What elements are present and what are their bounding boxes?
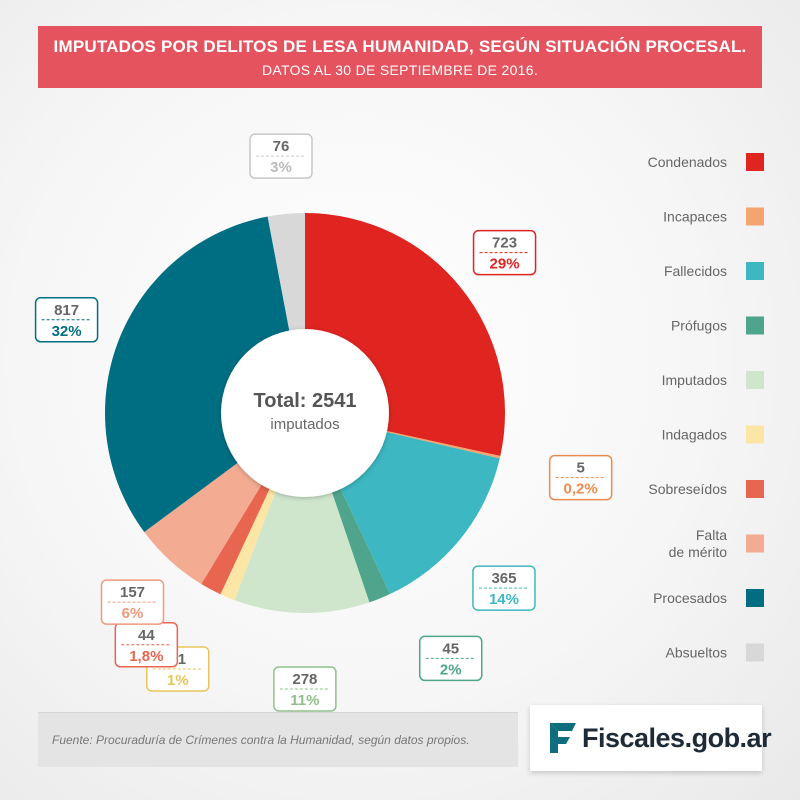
total-unit: imputados: [270, 416, 339, 433]
legend-swatch: [746, 371, 764, 389]
callout-value: 157: [120, 584, 145, 601]
callout-sobreseidos: 44 1,8%: [114, 622, 179, 668]
chart-subtitle: DATOS AL 30 DE SEPTIEMBRE DE 2016.: [261, 62, 539, 78]
callout-value: 76: [273, 138, 290, 155]
slice-procesados: [105, 216, 305, 533]
legend-swatch: [746, 589, 764, 607]
callout-percent: 6%: [122, 605, 144, 622]
legend-label: Fallecidos: [664, 263, 727, 279]
brand-name: Fiscales.gob.ar: [582, 723, 772, 753]
source-note: Fuente: Procuraduría de Crímenes contra …: [52, 733, 470, 747]
legend-swatch: [746, 534, 764, 553]
legend-swatch: [746, 643, 764, 662]
total-label: Total: 2541: [254, 390, 357, 412]
legend-label: de mérito: [669, 544, 728, 560]
brand-logo-box: Fiscales.gob.ar: [530, 705, 772, 771]
legend-label: Imputados: [662, 372, 727, 388]
callout-value: 817: [54, 302, 79, 319]
callout-percent: 11%: [290, 692, 319, 709]
legend-item-imputados: Imputados: [662, 371, 764, 389]
callout-value: 5: [576, 460, 584, 477]
chart-title: IMPUTADOS POR DELITOS DE LESA HUMANIDAD,…: [53, 37, 747, 56]
callout-percent: 0,2%: [564, 481, 598, 498]
callout-value: 45: [442, 640, 459, 657]
legend-item-procesados: Procesados: [653, 589, 764, 607]
callout-percent: 14%: [489, 591, 519, 608]
callout-percent: 2%: [440, 661, 462, 678]
callout-percent: 29%: [490, 256, 520, 273]
legend-swatch: [746, 316, 764, 335]
legend-swatch: [746, 207, 764, 226]
legend-label: Procesados: [653, 590, 727, 606]
legend-item-fallecidos: Fallecidos: [664, 262, 764, 280]
footer-bar: Fuente: Procuraduría de Crímenes contra …: [38, 712, 518, 767]
callout-percent: 3%: [270, 159, 292, 176]
legend-item-condenados: Condenados: [648, 153, 764, 171]
legend-label: Prófugos: [671, 318, 727, 334]
legend-label: Falta: [696, 527, 727, 543]
callout-value: 278: [292, 671, 317, 688]
legend-item-sobreseidos: Sobreseídos: [648, 480, 764, 498]
legend-label: Condenados: [648, 154, 727, 170]
legend-swatch: [746, 425, 764, 444]
callout-value: 44: [138, 627, 155, 644]
legend-item-incapaces: Incapaces: [663, 207, 764, 226]
callout-value: 365: [491, 570, 516, 587]
title-banner: IMPUTADOS POR DELITOS DE LESA HUMANIDAD,…: [38, 26, 762, 88]
callout-profugos: 452%: [418, 635, 483, 682]
callout-percent: 32%: [52, 323, 82, 340]
slice-imputados: [234, 413, 370, 613]
callout-percent: 1,8%: [129, 648, 163, 665]
legend-swatch: [746, 262, 764, 280]
callout-absueltos: 763%: [249, 133, 313, 179]
donut-center: [221, 329, 389, 497]
legend-item-indagados: Indagados: [662, 425, 764, 444]
legend-label: Absueltos: [666, 645, 727, 661]
legend-label: Sobreseídos: [648, 481, 727, 497]
legend-label: Indagados: [662, 427, 727, 443]
callout-value: 723: [492, 235, 517, 252]
fiscales-logo-icon: [550, 723, 576, 753]
callout-incapaces: 5 0,2%: [548, 454, 613, 501]
legend-item-absueltos: Absueltos: [666, 643, 764, 662]
legend-item-profugos: Prófugos: [671, 316, 764, 335]
legend-swatch: [746, 153, 764, 171]
legend-label: Incapaces: [663, 209, 727, 225]
legend-swatch: [746, 480, 764, 498]
callout-percent: 1%: [167, 672, 189, 689]
